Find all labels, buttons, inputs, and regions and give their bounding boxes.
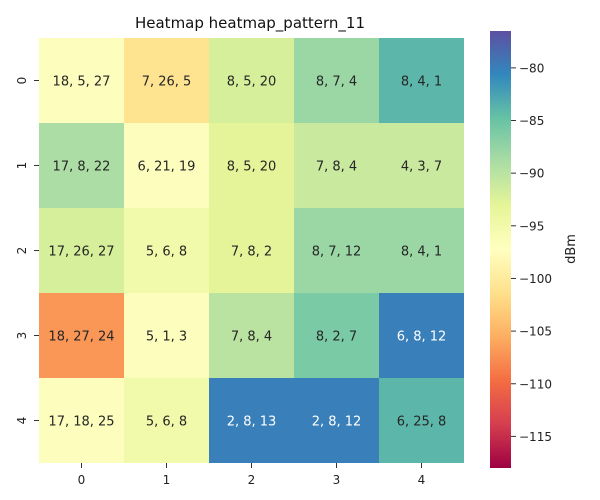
colorbar-tick-label: −95 (519, 219, 544, 233)
cell-annotation: 18, 5, 27 (53, 75, 111, 90)
y-tick-label: 4 (15, 417, 29, 425)
y-tick-label: 2 (15, 247, 29, 255)
cell-annotation: 6, 8, 12 (397, 330, 447, 345)
heatmap-cells: 18, 5, 27 7, 26, 5 8, 5, 20 8, 7, 4 8, 4, 1 1… (39, 38, 464, 463)
cell-annotation: 8, 7, 12 (312, 245, 362, 260)
colorbar-label: dBm (564, 234, 579, 264)
x-tick-label: 1 (163, 473, 171, 487)
cell-annotation: 7, 8, 4 (231, 330, 272, 345)
heatmap-cell (124, 378, 209, 463)
heatmap-cell (379, 38, 464, 123)
heatmap-cell (39, 38, 124, 123)
heatmap-cell (124, 38, 209, 123)
heatmap-cell (379, 208, 464, 293)
heatmap-cell (39, 208, 124, 293)
cell-annotation: 7, 8, 4 (316, 160, 357, 175)
cell-annotation: 5, 1, 3 (146, 330, 187, 345)
heatmap-cell (209, 293, 294, 378)
y-tick-label: 3 (15, 332, 29, 340)
heatmap-cell (379, 293, 464, 378)
cell-annotation: 8, 4, 1 (401, 75, 442, 90)
cell-annotation: 6, 21, 19 (138, 160, 196, 175)
x-tick-label: 4 (418, 473, 426, 487)
colorbar-tick-label: −110 (519, 377, 552, 391)
heatmap-cell (39, 123, 124, 208)
cell-annotation: 5, 6, 8 (146, 415, 187, 430)
cell-annotation: 17, 8, 22 (53, 160, 111, 175)
heatmap-cell (209, 123, 294, 208)
heatmap-cell (379, 123, 464, 208)
cell-annotation: 4, 3, 7 (401, 160, 442, 175)
cell-annotation: 7, 26, 5 (142, 75, 192, 90)
heatmap-cell (294, 293, 379, 378)
cell-annotation: 2, 8, 13 (227, 415, 277, 430)
heatmap-cell (294, 378, 379, 463)
cell-annotation: 18, 27, 24 (48, 330, 114, 345)
colorbar-tick-label: −115 (519, 430, 552, 444)
colorbar-tick-label: −80 (519, 61, 544, 75)
heatmap-cell (294, 208, 379, 293)
heatmap-cell (124, 208, 209, 293)
x-tick-label: 2 (248, 473, 256, 487)
colorbar-tick-label: −100 (519, 272, 552, 286)
y-axis: 0 1 2 3 4 (15, 77, 39, 425)
heatmap-cell (209, 378, 294, 463)
cell-annotation: 8, 2, 7 (316, 330, 357, 345)
heatmap-cell (294, 123, 379, 208)
cell-annotation: 8, 7, 4 (316, 75, 357, 90)
cell-annotation: 8, 5, 20 (227, 75, 277, 90)
cell-annotation: 5, 6, 8 (146, 245, 187, 260)
y-tick-label: 0 (15, 77, 29, 85)
colorbar-axis: −80 −85 −90 −95 −100 −105 −110 −115 (511, 61, 552, 444)
cell-annotation: 6, 25, 8 (397, 415, 447, 430)
cell-annotation: 17, 26, 27 (48, 245, 114, 260)
x-tick-label: 3 (333, 473, 341, 487)
heatmap-cell (294, 38, 379, 123)
x-tick-label: 0 (78, 473, 86, 487)
x-axis: 0 1 2 3 4 (78, 463, 426, 487)
cell-annotation: 7, 8, 2 (231, 245, 272, 260)
colorbar-tick-label: −105 (519, 325, 552, 339)
cell-annotation: 2, 8, 12 (312, 415, 362, 430)
colorbar-tick-label: −85 (519, 114, 544, 128)
heatmap-cell (379, 378, 464, 463)
heatmap-cell (124, 123, 209, 208)
heatmap-cell (39, 293, 124, 378)
heatmap-cell (124, 293, 209, 378)
colorbar (490, 31, 511, 468)
chart-title: Heatmap heatmap_pattern_11 (135, 14, 365, 33)
heatmap-cell (209, 38, 294, 123)
cell-annotation: 17, 18, 25 (48, 415, 114, 430)
cell-annotation: 8, 5, 20 (227, 160, 277, 175)
heatmap-cell (209, 208, 294, 293)
colorbar-tick-label: −90 (519, 167, 544, 181)
y-tick-label: 1 (15, 162, 29, 170)
heatmap-cell (39, 378, 124, 463)
cell-annotation: 8, 4, 1 (401, 245, 442, 260)
